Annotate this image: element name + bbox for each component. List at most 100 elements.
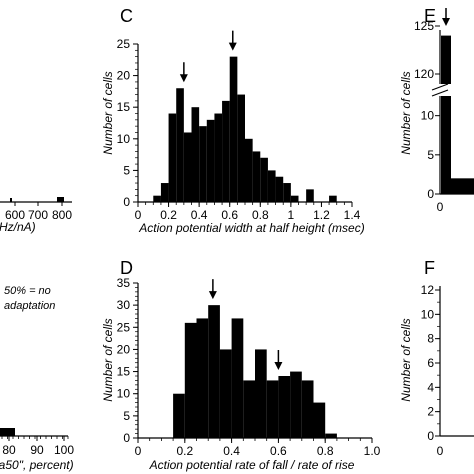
panel-c-bar — [329, 195, 337, 202]
panel-d-x-tick-label: 0.2 — [176, 444, 193, 458]
panel-c-bar — [206, 119, 215, 202]
panel-d-y-axis-title: Number of cells — [101, 318, 115, 401]
panel-d-y-tick-label: 30 — [117, 298, 131, 312]
panel-c-bar — [275, 176, 284, 202]
panel-c-y-tick-label: 25 — [117, 37, 131, 51]
panel-c-x-tick-label: 1.2 — [313, 208, 330, 222]
panel-c-bar — [214, 113, 223, 202]
panel-c-y-tick-label: 0 — [123, 195, 130, 209]
panel-d-x-tick-label: 0.8 — [317, 444, 334, 458]
panel-letter-d: D — [120, 258, 133, 278]
panel-c-x-tick-label: 0.4 — [191, 208, 208, 222]
panel-c-bar — [283, 183, 291, 202]
left-top-x-tick-label: 800 — [52, 208, 72, 222]
left-top-x-tick-label: 700 — [28, 208, 48, 222]
panel-c-bar — [160, 183, 169, 202]
panel-e-axis-break-1 — [431, 83, 449, 91]
panel-d-x-tick-label: 0.4 — [223, 444, 240, 458]
panel-d-bar — [313, 402, 326, 438]
annotation-line-2: adaptation — [4, 300, 55, 312]
panel-e-bar-top — [441, 35, 451, 84]
panel-c-bar — [176, 88, 184, 202]
panel-c-x-axis-title: Action potential width at half height (m… — [138, 221, 364, 235]
panel-c-x-tick-label: 1.4 — [344, 208, 361, 222]
panel-d-bar — [231, 318, 244, 438]
panel-c-bar — [306, 189, 314, 202]
panel-c-bar — [222, 100, 230, 202]
panel-c-x-tick-label: 1 — [288, 208, 295, 222]
panel-c-y-tick-label: 5 — [123, 163, 130, 177]
left-bottom-x-axis-fragment: la50", percent) — [0, 458, 74, 472]
panel-d-y-tick-label: 10 — [117, 387, 131, 401]
left-bottom-x-tick-label: 90 — [30, 443, 44, 457]
panel-c-bar — [153, 195, 161, 202]
left-top-x-axis-fragment: Hz/nA) — [0, 220, 36, 234]
panel-d-arrow-1-head — [208, 291, 217, 300]
panel-d-bar — [196, 318, 209, 438]
panel-c-x-tick-label: 0.8 — [252, 208, 269, 222]
panel-c-bar — [191, 107, 200, 202]
panel-d-x-tick-label: 0.6 — [270, 444, 287, 458]
left-top-bar-2 — [57, 197, 64, 202]
panel-e-y-tick-label: 10 — [421, 109, 435, 123]
annotation-line-1: 50% = no — [4, 285, 51, 297]
panel-c-bar — [168, 113, 177, 202]
panel-f-y-tick-label: 6 — [427, 356, 434, 370]
panel-letter-c: C — [120, 6, 133, 26]
panel-c-x-tick-label: 0 — [135, 208, 142, 222]
panel-f-y-tick-label: 0 — [427, 429, 434, 443]
left-bottom-x-tick-label: 80 — [2, 443, 16, 457]
panel-c-x-tick-label: 0.2 — [160, 208, 177, 222]
panel-d-bar — [173, 393, 185, 438]
panel-d-bar — [208, 305, 220, 438]
panel-d-y-tick-label: 5 — [123, 409, 130, 423]
panel-f-y-tick-label: 10 — [421, 307, 435, 321]
panel-c-arrow-2-head — [228, 42, 237, 51]
panel-c-bar — [229, 56, 238, 202]
panel-d-x-tick-label: 0 — [135, 444, 142, 458]
panel-e-arrow-head — [442, 18, 450, 26]
panel-f-y-tick-label: 2 — [427, 405, 434, 419]
panel-d-bar — [278, 376, 291, 438]
panel-e-y-tick-label: 125 — [414, 19, 434, 33]
panel-d-y-tick-label: 0 — [123, 431, 130, 445]
panel-letter-f: F — [424, 258, 435, 278]
panel-d-y-tick-label: 20 — [117, 342, 131, 356]
panel-e-y-tick-label: 5 — [427, 148, 434, 162]
panel-c-y-tick-label: 20 — [117, 69, 131, 83]
panel-d-y-tick-label: 35 — [117, 276, 131, 290]
panel-c-bar — [237, 94, 245, 202]
left-bottom-x-tick-label: 100 — [54, 443, 74, 457]
panel-d-bar — [219, 349, 232, 438]
panel-f-y-axis-title: Number of cells — [399, 318, 413, 401]
panel-f-x-tick-label: 0 — [437, 444, 444, 458]
panel-c-bar — [183, 132, 192, 202]
panel-c-y-tick-label: 15 — [117, 100, 131, 114]
panel-c-y-tick-label: 10 — [117, 132, 131, 146]
panel-c-bar — [267, 170, 276, 202]
panel-letter-e: E — [424, 6, 436, 26]
panel-d-x-tick-label: 1.0 — [364, 444, 381, 458]
panel-e-bar-2 — [451, 178, 474, 194]
panel-d-y-tick-label: 15 — [117, 365, 131, 379]
panel-f-y-tick-label: 12 — [421, 283, 435, 297]
panel-c-bar — [252, 151, 261, 202]
left-bottom-bar — [0, 428, 15, 436]
panel-e-y-tick-label: 120 — [414, 67, 434, 81]
panel-f-y-tick-label: 4 — [427, 380, 434, 394]
panel-d-bar — [325, 433, 337, 438]
panel-d-arrow-2-head — [274, 362, 283, 370]
panel-d-y-tick-label: 25 — [117, 320, 131, 334]
panel-c-x-tick-label: 0.6 — [221, 208, 238, 222]
panel-e-bar-bottom — [441, 96, 451, 194]
panel-c-bar — [290, 195, 299, 202]
panel-d-bar — [290, 371, 302, 438]
panel-e-axis-break-2 — [431, 89, 449, 97]
left-top-bar-1 — [10, 198, 12, 202]
panel-f-y-tick-label: 8 — [427, 332, 434, 346]
panel-e-x-tick-label: 0 — [437, 200, 444, 214]
panel-e-y-axis-title: Number of cells — [399, 71, 413, 154]
panel-d-x-axis-title: Action potential rate of fall / rate of … — [149, 458, 355, 472]
panel-d-bar — [301, 380, 314, 438]
